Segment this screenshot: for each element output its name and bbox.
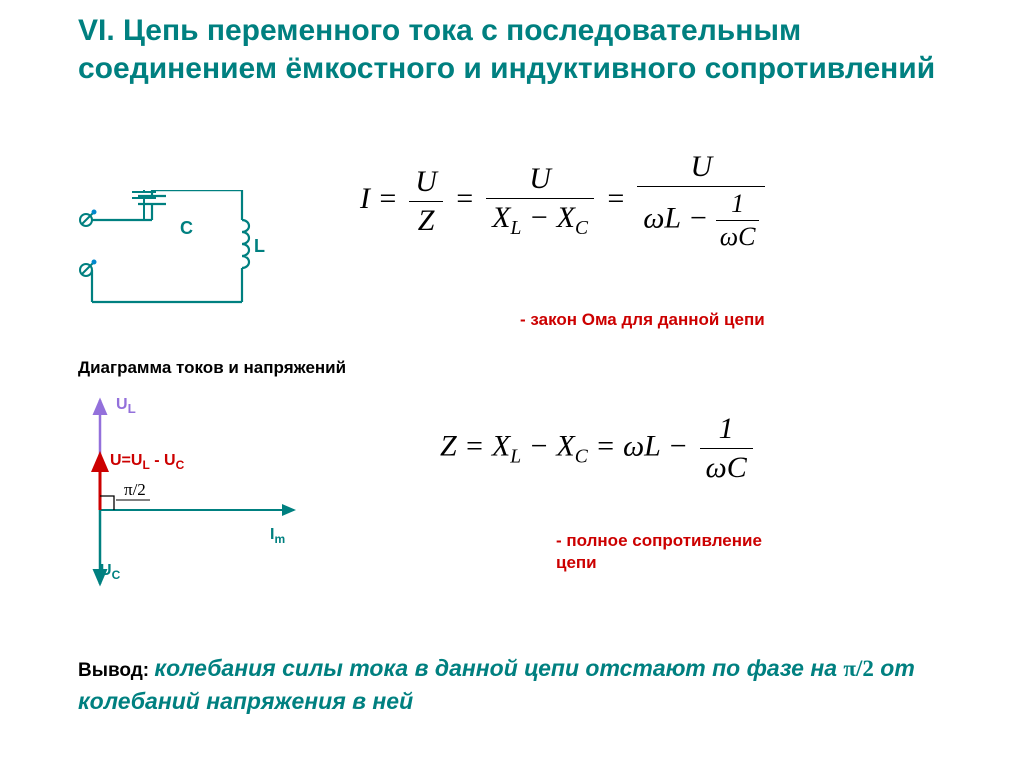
z-caption: - полное сопротивлениецепи xyxy=(556,530,762,574)
section-title: VI. Цепь переменного тока с последовател… xyxy=(78,12,958,87)
phasor-im-label: Im xyxy=(270,526,285,546)
ohm-formula: I = UZ = UXL − XC = U ωL − 1ωC xyxy=(360,150,769,252)
phasor-uc-label: UC xyxy=(100,562,120,582)
z-formula: Z = XL − XC = ωL − 1ωC xyxy=(440,412,757,485)
circuit-diagram xyxy=(74,190,264,320)
capacitor-label: C xyxy=(180,218,193,239)
conclusion-lead: Вывод: xyxy=(78,660,154,681)
conclusion: Вывод: колебания силы тока в данной цепи… xyxy=(78,652,958,717)
phasor-ul-label: UL xyxy=(116,396,136,416)
phasor-title: Диаграмма токов и напряжений xyxy=(78,358,346,378)
ohm-caption: - закон Ома для данной цепи xyxy=(520,310,765,330)
phasor-u-label: U=UL - UC xyxy=(110,452,184,472)
inductor-label: L xyxy=(254,236,265,257)
phasor-pi-label: π/2 xyxy=(124,480,146,500)
